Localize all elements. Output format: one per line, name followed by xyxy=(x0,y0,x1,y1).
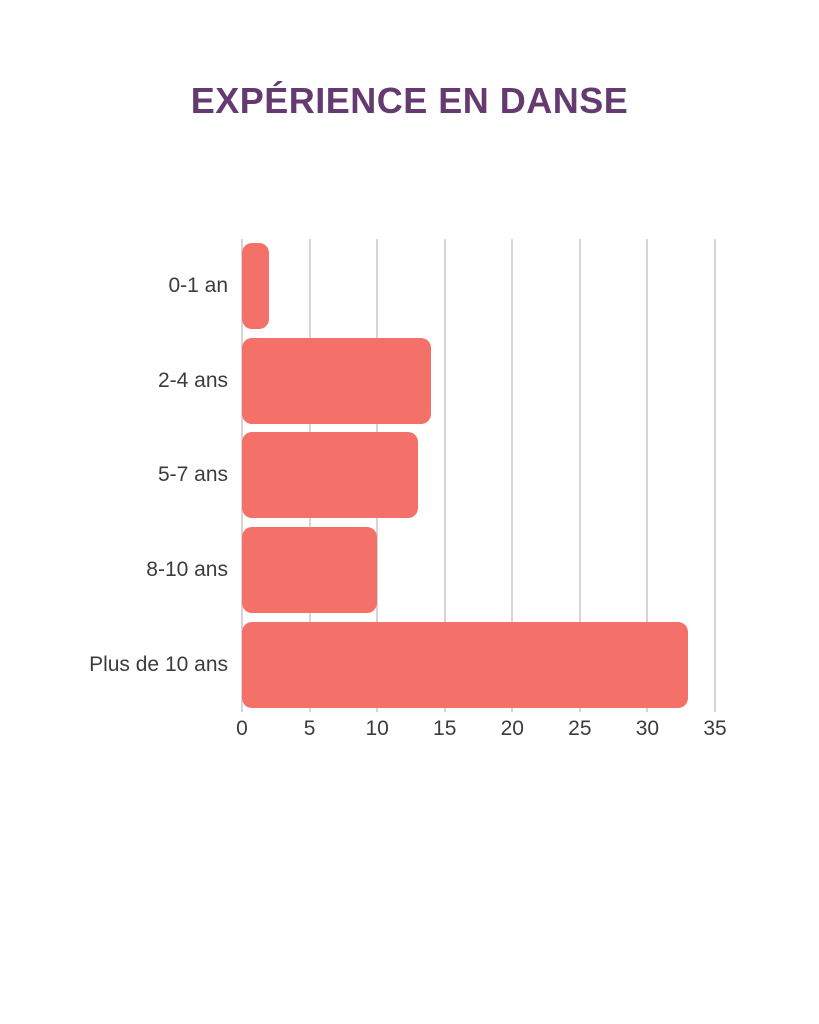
category-label: 5-7 ans xyxy=(157,463,228,487)
x-tick-label: 15 xyxy=(433,717,457,740)
bar-plus-de-10-ans xyxy=(242,621,688,708)
plot-area xyxy=(241,239,716,712)
category-label: 2-4 ans xyxy=(157,368,228,392)
x-tick-label: 5 xyxy=(303,717,316,740)
category-label: 0-1 an xyxy=(168,274,228,298)
gridline xyxy=(646,239,649,712)
bar-8-10-ans xyxy=(242,527,378,614)
x-tick-label: 10 xyxy=(365,717,389,740)
x-tick-label: 20 xyxy=(500,717,524,740)
bar-0-1-an xyxy=(242,243,270,330)
bar-row xyxy=(242,617,715,712)
bars xyxy=(242,239,715,712)
bar-row xyxy=(242,334,715,429)
bar-5-7-ans xyxy=(242,432,418,519)
gridline xyxy=(443,239,446,712)
bar-row xyxy=(242,239,715,334)
bar-2-4-ans xyxy=(242,337,432,424)
category-label: Plus de 10 ans xyxy=(89,652,228,676)
bar-row xyxy=(242,428,715,523)
gridline xyxy=(511,239,514,712)
category-label: 8-10 ans xyxy=(146,558,228,582)
bar-row xyxy=(242,523,715,618)
x-axis-ticks: 0 5 10 15 20 25 30 35 xyxy=(236,717,727,747)
gridline xyxy=(578,239,581,712)
x-tick-label: 25 xyxy=(568,717,592,740)
chart-title: EXPÉRIENCE EN DANSE xyxy=(190,80,629,121)
gridline xyxy=(714,239,716,712)
x-tick-label: 0 xyxy=(236,717,248,740)
category-labels: 0-1 an 2-4 ans 5-7 ans 8-10 ans Plus de 10 a… xyxy=(0,239,228,712)
x-tick-label: 35 xyxy=(703,717,727,740)
x-tick-label: 30 xyxy=(635,717,660,740)
